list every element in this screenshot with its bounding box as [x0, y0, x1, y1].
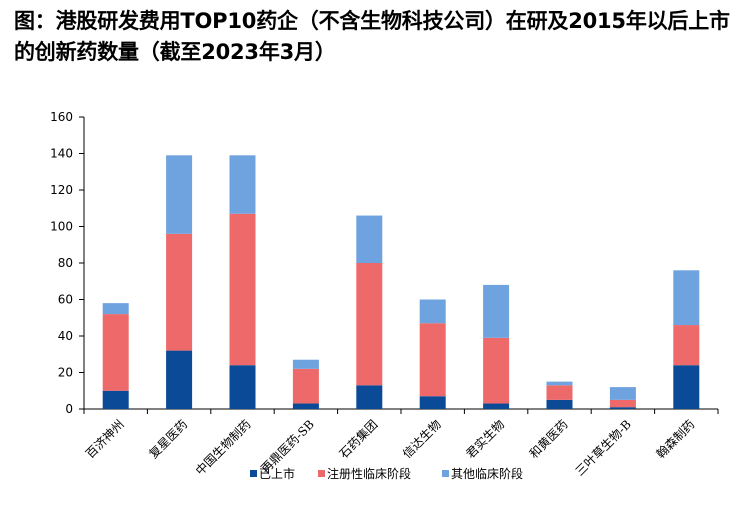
- bar-segment: [483, 403, 510, 409]
- bar-segment: [166, 233, 193, 351]
- bar-segment: [102, 314, 129, 391]
- x-category-label: 翰森制药: [653, 417, 698, 462]
- bar-segment: [229, 213, 256, 366]
- bar-segment: [292, 359, 319, 369]
- bar-segment: [102, 303, 129, 315]
- legend-label: 其他临床阶段: [451, 466, 523, 481]
- x-category-label: 中国生物制药: [192, 417, 254, 479]
- x-category-label: 复星医药: [146, 417, 190, 461]
- x-category-label: 三叶草生物-B: [573, 417, 635, 479]
- y-tick-label: 120: [50, 183, 73, 197]
- bar-segment: [292, 368, 319, 404]
- bar-segment: [609, 399, 636, 408]
- y-tick-label: 40: [58, 329, 73, 343]
- y-tick-label: 100: [50, 220, 73, 234]
- bar-segment: [419, 299, 446, 324]
- bar-segment: [356, 263, 383, 386]
- bar-segment: [166, 350, 193, 409]
- x-category-label: 信达生物: [400, 417, 444, 461]
- bar-segment: [609, 387, 636, 400]
- bar-segment: [419, 396, 446, 409]
- legend-label: 已上市: [259, 466, 295, 481]
- bar-segment: [673, 365, 700, 409]
- y-tick-label: 60: [58, 293, 73, 307]
- x-category-label: 君实生物: [463, 417, 508, 462]
- y-tick-label: 20: [58, 366, 73, 380]
- y-tick-label: 0: [65, 402, 73, 416]
- legend-swatch: [442, 470, 449, 477]
- bar-segment: [419, 323, 446, 397]
- bar-segment: [292, 403, 319, 409]
- legend-swatch: [250, 470, 257, 477]
- bar-segment: [673, 270, 700, 326]
- bar-segment: [673, 325, 700, 366]
- bar-segment: [229, 365, 256, 409]
- x-category-label: 百济神州: [82, 417, 127, 462]
- bar-segment: [356, 215, 383, 263]
- bar-segment: [102, 390, 129, 409]
- bar-segment: [356, 385, 383, 409]
- bar-segment: [229, 155, 256, 214]
- x-category-label: 和黄医药: [527, 417, 571, 461]
- legend-swatch: [318, 470, 325, 477]
- y-tick-label: 80: [58, 256, 73, 270]
- legend-label: 注册性临床阶段: [327, 466, 411, 481]
- y-tick-label: 160: [50, 110, 73, 124]
- bar-segment: [166, 155, 193, 234]
- bar-segment: [609, 407, 636, 409]
- y-tick-label: 140: [50, 147, 73, 161]
- bar-segment: [483, 337, 510, 404]
- x-category-label: 石药集团: [336, 417, 381, 462]
- bar-segment: [546, 385, 573, 400]
- bar-segment: [546, 381, 573, 386]
- bar-segment: [546, 399, 573, 409]
- page-title: 图：港股研发费用TOP10药企（不含生物科技公司）在研及2015年以后上市的创新…: [14, 9, 730, 64]
- bar-segment: [483, 284, 510, 338]
